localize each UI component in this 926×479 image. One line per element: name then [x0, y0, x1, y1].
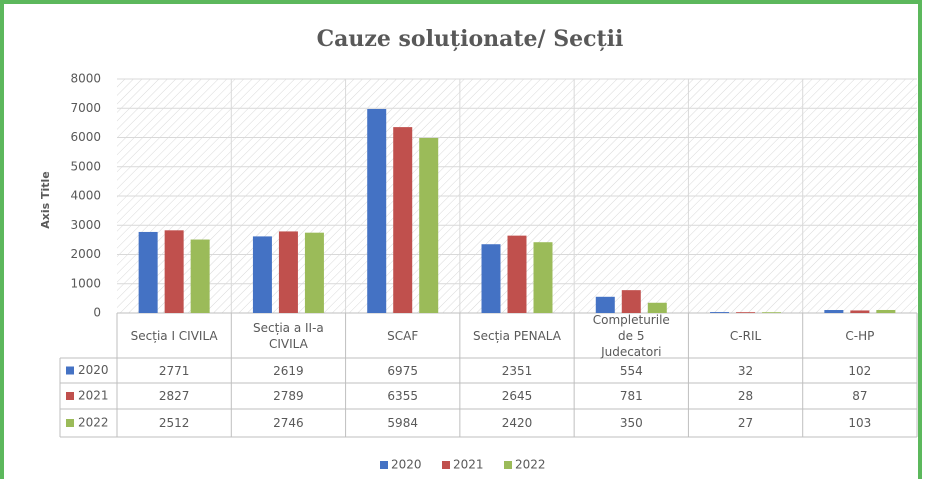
- table-cell: 2420: [501, 416, 533, 430]
- bar: [824, 310, 844, 313]
- table-cell: 2827: [158, 389, 190, 403]
- x-tick-label: SCAF: [387, 328, 419, 343]
- table-cell: 6355: [387, 389, 418, 403]
- table-cell: 2771: [158, 363, 190, 378]
- legend-label: 2022: [515, 458, 546, 472]
- bar: [595, 296, 615, 313]
- x-tick-label: Secția a II-a CIVILA: [253, 320, 324, 351]
- table-cell: 350: [619, 416, 643, 430]
- table-cell: 2512: [158, 416, 190, 430]
- y-tick-label: 0: [93, 306, 101, 320]
- bar: [190, 239, 210, 313]
- table-row-label: 2022: [78, 416, 109, 430]
- x-tick-label: C-RIL: [729, 328, 762, 343]
- y-tick-label: 3000: [70, 218, 101, 232]
- x-tick-label: Completurile de 5 Judecatori: [592, 312, 670, 359]
- bar: [367, 108, 387, 313]
- y-tick-label: 7000: [70, 101, 101, 115]
- y-tick-label: 6000: [70, 130, 101, 144]
- bar: [164, 230, 184, 313]
- y-tick-label: 4000: [70, 189, 101, 203]
- table-cell: 2351: [501, 363, 533, 378]
- table-cell: 5984: [387, 416, 418, 430]
- bar: [876, 309, 896, 313]
- legend-swatch: [66, 366, 74, 375]
- bar: [393, 127, 413, 314]
- x-tick-label: Secția PENALA: [472, 328, 561, 343]
- bar: [850, 310, 870, 313]
- table-cell: 6975: [387, 363, 418, 378]
- bar: [507, 235, 527, 313]
- y-tick-label: 8000: [70, 72, 101, 86]
- legend-label: 2021: [453, 458, 484, 472]
- bar: [533, 242, 553, 313]
- bar: [304, 232, 324, 313]
- table-cell: 28: [737, 389, 754, 403]
- y-tick-label: 5000: [70, 159, 101, 173]
- table-cell: 2645: [501, 389, 533, 403]
- bar: [419, 137, 439, 313]
- chart-title: Cauze soluționate/ Secții: [317, 26, 624, 52]
- table-cell: 2619: [273, 363, 304, 378]
- legend-swatch: [442, 461, 450, 469]
- table-row-label: 2021: [78, 389, 109, 403]
- table-row-label: 2020: [78, 363, 109, 377]
- legend-swatch: [66, 419, 74, 427]
- legend-swatch: [504, 461, 512, 469]
- bar: [252, 236, 272, 313]
- y-tick-label: 1000: [70, 276, 101, 290]
- table-cell: 27: [737, 416, 754, 430]
- bar: [647, 302, 667, 313]
- table-cell: 2789: [273, 389, 304, 403]
- x-tick-label: Secția I CIVILA: [130, 328, 218, 343]
- bar: [710, 312, 730, 313]
- x-tick-label: C-HP: [845, 328, 875, 343]
- bar: [481, 244, 501, 313]
- legend-swatch: [66, 392, 74, 400]
- table-cell: 102: [848, 363, 872, 378]
- bar: [138, 231, 158, 313]
- legend-swatch: [380, 461, 388, 469]
- bar: [621, 290, 641, 313]
- table-cell: 103: [848, 416, 872, 430]
- legend-label: 2020: [391, 458, 422, 472]
- y-tick-label: 2000: [70, 247, 101, 261]
- table-cell: 87: [852, 389, 868, 403]
- table-cell: 554: [619, 363, 643, 378]
- bar: [736, 312, 756, 313]
- bar: [762, 312, 782, 313]
- table-cell: 781: [619, 389, 643, 403]
- bar: [278, 231, 298, 313]
- table-cell: 2746: [273, 416, 304, 430]
- y-axis-title: Axis Title: [39, 171, 52, 229]
- table-cell: 32: [737, 363, 754, 378]
